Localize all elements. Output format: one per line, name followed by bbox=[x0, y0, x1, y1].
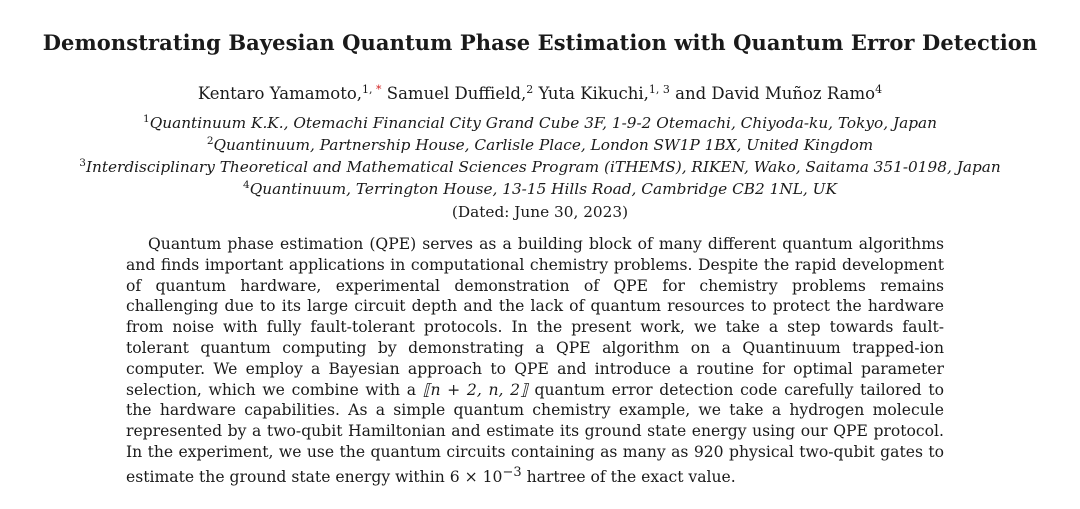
affiliation-text: Quantinuum, Partnership House, Carlisle … bbox=[213, 136, 874, 154]
author-name: Samuel Duffield, bbox=[386, 84, 527, 103]
date-line: (Dated: June 30, 2023) bbox=[451, 203, 629, 221]
affiliation-text: Interdisciplinary Theoretical and Mathem… bbox=[85, 158, 1001, 176]
abstract-text: Quantum phase estimation (QPE) serves as… bbox=[126, 235, 944, 399]
author-affil-marker: 2 bbox=[526, 82, 534, 96]
abstract: Quantum phase estimation (QPE) serves as… bbox=[126, 234, 944, 488]
affiliation-3: 3Interdisciplinary Theoretical and Mathe… bbox=[0, 158, 1080, 176]
energy-error-bound: 6 × 10 bbox=[449, 467, 503, 486]
abstract-text: hartree of the exact value. bbox=[521, 467, 736, 486]
corresponding-author-marker[interactable]: * bbox=[376, 82, 382, 96]
paper-title: Demonstrating Bayesian Quantum Phase Est… bbox=[42, 30, 1038, 55]
author-affil-marker: 1, 3 bbox=[648, 82, 670, 96]
affiliation-1: 1Quantinuum K.K., Otemachi Financial Cit… bbox=[0, 114, 1080, 132]
author-list: Kentaro Yamamoto,1, * Samuel Duffield,2 … bbox=[0, 84, 1080, 103]
affiliation-number: 1 bbox=[143, 113, 150, 126]
affiliation-number: 2 bbox=[206, 135, 214, 148]
error-detection-code-notation: ⟦n + 2, n, 2⟧ bbox=[422, 380, 528, 399]
abstract-text: quantum error detection code carefully t… bbox=[126, 380, 944, 486]
author-name: Kentaro Yamamoto, bbox=[197, 84, 363, 103]
author-affil-marker: 4 bbox=[875, 82, 883, 96]
author-name: and David Muñoz Ramo bbox=[675, 84, 876, 103]
affiliation-number: 3 bbox=[79, 157, 86, 170]
affiliation-text: Quantinuum, Terrington House, 13-15 Hill… bbox=[249, 180, 837, 198]
affiliation-4: 4Quantinuum, Terrington House, 13-15 Hil… bbox=[0, 180, 1080, 198]
affiliation-text: Quantinuum K.K., Otemachi Financial City… bbox=[149, 114, 937, 132]
affiliation-2: 2Quantinuum, Partnership House, Carlisle… bbox=[0, 136, 1080, 154]
author-affil-marker: 1, bbox=[362, 82, 377, 96]
energy-error-exponent: −3 bbox=[502, 464, 522, 480]
author-name: Yuta Kikuchi, bbox=[538, 84, 649, 103]
affiliation-number: 4 bbox=[243, 179, 250, 192]
